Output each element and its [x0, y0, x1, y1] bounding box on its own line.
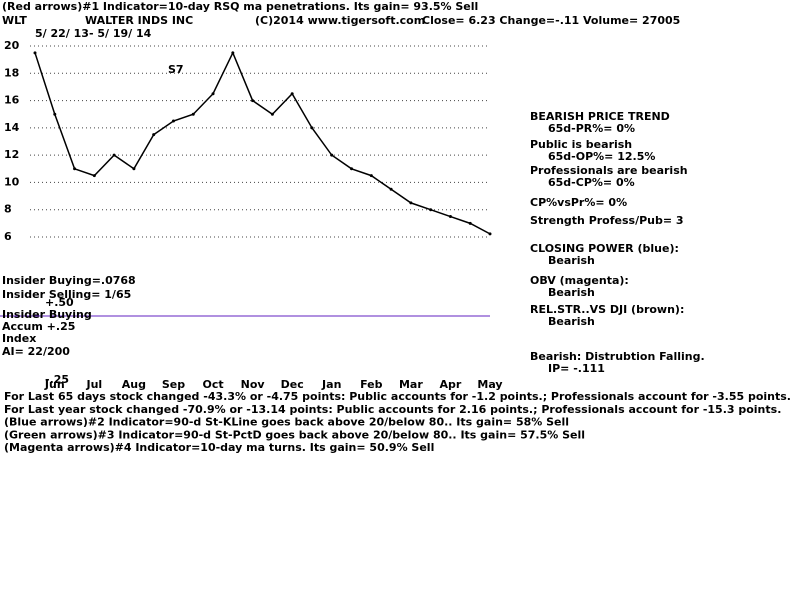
x-tick-label: Jul [85, 378, 102, 391]
date-range: 5/ 22/ 13- 5/ 19/ 14 [35, 27, 152, 40]
price-point [409, 201, 413, 205]
price-point [53, 112, 57, 116]
x-tick-label: Aug [122, 378, 146, 391]
price-point [73, 167, 77, 171]
price-point [290, 92, 294, 96]
x-tick-label: Jan [321, 378, 341, 391]
footer-note: (Magenta arrows)#4 Indicator=10-day ma t… [4, 441, 434, 454]
trend-note: OBV (magenta): [530, 274, 629, 287]
price-point [270, 112, 274, 116]
trend-note: 65d-PR%= 0% [548, 122, 635, 135]
y-tick-label: 14 [4, 121, 20, 134]
y-tick-label: 16 [4, 94, 20, 107]
price-point [92, 174, 96, 178]
price-point [112, 153, 116, 157]
trend-note: Bearish [548, 254, 595, 267]
price-point [448, 215, 452, 219]
y-tick-label: 20 [4, 39, 20, 52]
price-point [389, 187, 393, 191]
trend-note: 65d-CP%= 0% [548, 176, 635, 189]
trend-note: Professionals are bearish [530, 164, 688, 177]
price-point [33, 51, 37, 55]
copyright: (C)2014 www.tigersoft.com [255, 14, 425, 27]
insider-note: Insider Buying=.0768 [2, 274, 136, 287]
price-point [152, 133, 156, 137]
x-tick-label: Jun [44, 378, 65, 391]
insider-note: +.50 [45, 296, 74, 309]
signal: S7 [168, 63, 184, 76]
insider-note: Insider Selling= 1/65 [2, 288, 131, 301]
price-point [171, 119, 175, 123]
x-tick-label: Feb [360, 378, 383, 391]
trend-note: REL.STR..VS DJI (brown): [530, 303, 684, 316]
price-point [488, 232, 492, 236]
price-point [231, 51, 235, 55]
price-line [34, 50, 491, 235]
y-tick-label: 8 [4, 203, 12, 216]
trend-note: Bearish [548, 286, 595, 299]
x-tick-label: May [477, 378, 502, 391]
x-tick-label: Mar [399, 378, 423, 391]
company: WALTER INDS INC [85, 14, 193, 27]
x-tick-label: Oct [202, 378, 223, 391]
x-tick-label: Nov [241, 378, 266, 391]
trend-note: Bearish [548, 315, 595, 328]
trend-note: Public is bearish [530, 138, 632, 151]
trend-note: Strength Profess/Pub= 3 [530, 214, 684, 227]
price-point [350, 167, 354, 171]
footer-note: For Last year stock changed -70.9% or -1… [4, 403, 781, 416]
y-tick-label: 18 [4, 66, 19, 79]
y-tick-label: 12 [4, 148, 19, 161]
price-point [330, 153, 334, 157]
price-point [251, 99, 255, 103]
insider-note: Index [2, 332, 36, 345]
x-tick-label: Apr [440, 378, 462, 391]
y-tick-label: 10 [4, 175, 20, 188]
symbol: WLT [2, 14, 27, 27]
insider-note: AI= 22/200 [2, 345, 70, 358]
price-point [429, 208, 433, 212]
indicator-note: (Red arrows)#1 Indicator=10-day RSQ ma p… [2, 0, 478, 13]
trend-note: IP= -.111 [548, 362, 605, 375]
price-point [310, 126, 314, 130]
footer-note: (Green arrows)#3 Indicator=90-d St-PctD … [4, 428, 585, 441]
quote: Close= 6.23 Change=-.11 Volume= 27005 [422, 14, 680, 27]
trend-note: 65d-OP%= 12.5% [548, 150, 655, 163]
y-tick-label: 6 [4, 230, 12, 243]
insider-note: -.25 [45, 373, 69, 386]
insider-note: Accum +.25 [2, 320, 75, 333]
trend-note: CLOSING POWER (blue): [530, 242, 679, 255]
price-point [211, 92, 215, 96]
x-tick-label: Sep [162, 378, 185, 391]
trend-note: BEARISH PRICE TREND [530, 110, 670, 123]
footer-note: For Last 65 days stock changed -43.3% or… [4, 390, 791, 403]
price-point [132, 167, 136, 171]
trend-note: CP%vsPr%= 0% [530, 196, 627, 209]
footer-note: (Blue arrows)#2 Indicator=90-d St-KLine … [4, 416, 569, 429]
trend-note: Bearish: Distrubtion Falling. [530, 350, 705, 363]
insider-note: Insider Buying [2, 308, 92, 321]
x-tick-label: Dec [281, 378, 304, 391]
price-point [191, 112, 195, 116]
price-point [369, 174, 373, 178]
price-point [468, 221, 472, 225]
